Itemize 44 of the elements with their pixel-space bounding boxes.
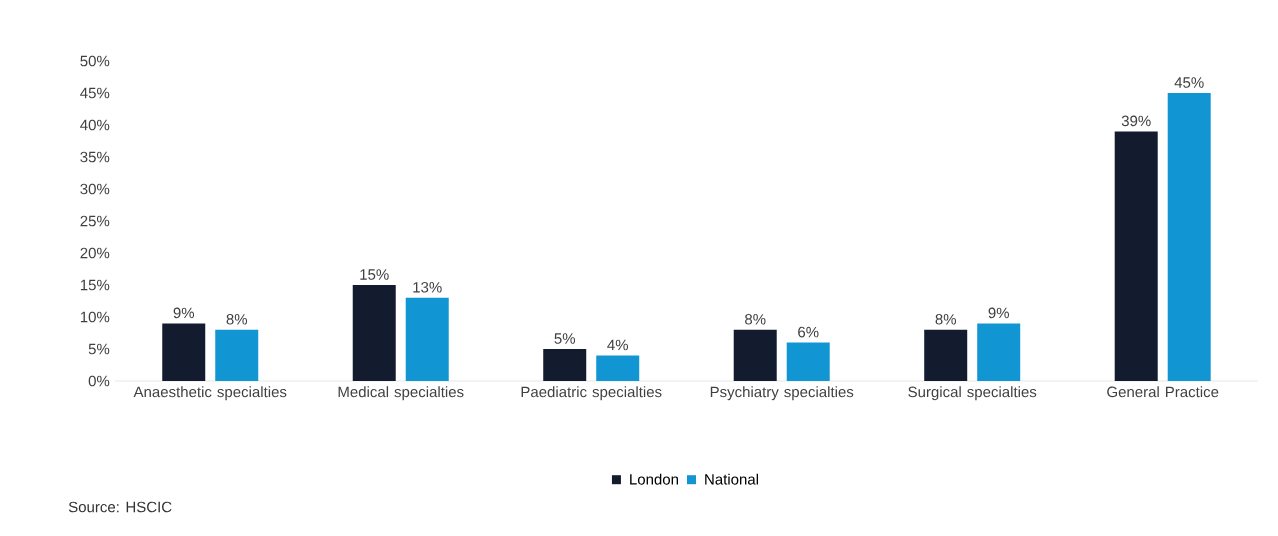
data-label: 9% [173, 307, 195, 319]
data-label: 15% [360, 269, 389, 280]
data-label: 8% [745, 313, 766, 325]
y-tick-label: 35% [80, 151, 110, 163]
data-label: 8% [935, 313, 957, 325]
bar [1167, 93, 1211, 381]
data-label: 39% [1121, 115, 1151, 127]
bar [733, 329, 777, 381]
data-label: 6% [798, 326, 819, 338]
source-note: Source: HSCIC [68, 501, 172, 513]
bar [924, 329, 968, 381]
data-label: 8% [226, 313, 248, 325]
y-tick-label: 40% [80, 119, 110, 131]
y-tick-label: 15% [80, 279, 110, 291]
bar [977, 323, 1021, 381]
y-tick-label: 50% [80, 55, 110, 67]
x-tick-label: Anaesthetic specialties [133, 386, 287, 401]
bar [1114, 131, 1158, 381]
bar [215, 329, 259, 381]
y-tick-label: 10% [80, 311, 110, 323]
bar [786, 342, 830, 381]
x-tick-label: General Practice [1107, 386, 1219, 398]
data-label: 9% [988, 307, 1010, 319]
data-label: 45% [1174, 77, 1204, 88]
bar [405, 297, 449, 381]
bar [352, 285, 396, 381]
data-label: 5% [554, 333, 576, 344]
data-label: 13% [413, 281, 442, 293]
x-tick-label: Paediatric specialties [521, 386, 662, 401]
y-tick-label: 45% [80, 87, 110, 99]
legend-label: London [630, 473, 678, 485]
x-tick-label: Surgical specialties [908, 386, 1037, 401]
x-tick-label: Psychiatry specialties [710, 386, 854, 401]
bar [162, 323, 206, 381]
legend-label: National [705, 473, 758, 485]
y-tick-label: 20% [80, 247, 110, 259]
x-tick-label: Medical specialties [338, 386, 464, 401]
bar [596, 355, 640, 381]
y-tick-label: 30% [80, 183, 110, 195]
y-tick-label: 0% [88, 375, 110, 387]
data-label: 4% [607, 339, 629, 351]
bar [543, 349, 587, 381]
y-tick-label: 25% [80, 215, 110, 227]
y-tick-label: 5% [88, 343, 110, 355]
